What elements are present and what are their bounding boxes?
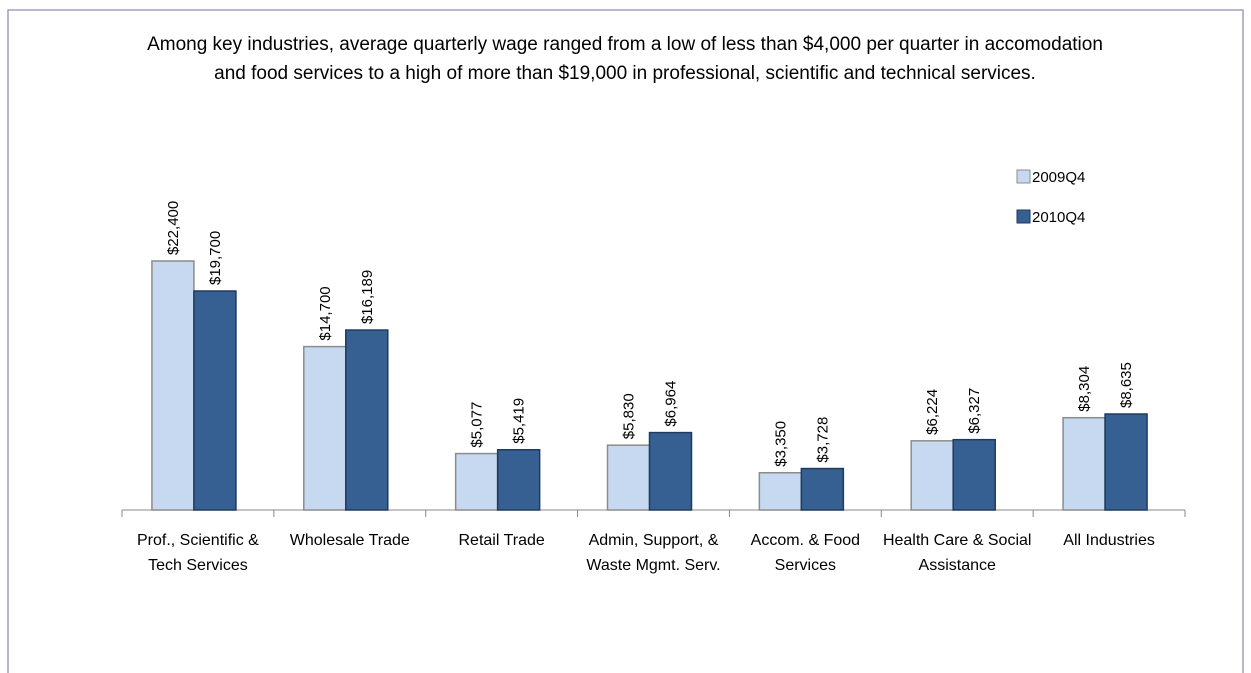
data-label: $16,189 bbox=[359, 270, 376, 324]
data-label: $8,304 bbox=[1076, 366, 1093, 412]
bar bbox=[303, 345, 347, 511]
chart-title: Among key industries, average quarterly … bbox=[147, 34, 1103, 84]
data-label: $5,419 bbox=[511, 398, 528, 444]
bar bbox=[758, 472, 803, 511]
x-tick-label: All Industries bbox=[1063, 532, 1155, 549]
data-label: $6,224 bbox=[924, 389, 941, 435]
data-label: $14,700 bbox=[317, 286, 334, 340]
legend-label: 2009Q4 bbox=[1032, 169, 1085, 186]
bar bbox=[910, 440, 954, 511]
bar bbox=[800, 467, 845, 511]
bar bbox=[496, 449, 541, 511]
bar bbox=[151, 260, 195, 511]
bar bbox=[648, 431, 693, 511]
data-label: $6,327 bbox=[966, 388, 983, 434]
x-tick-label: Health Care & Social Assistance bbox=[882, 532, 1032, 574]
legend-label: 2010Q4 bbox=[1032, 209, 1085, 226]
bar bbox=[952, 438, 996, 511]
frame bbox=[7, 9, 1244, 673]
bar bbox=[454, 452, 499, 511]
x-tick-label: Prof., Scientific & Tech Services bbox=[137, 532, 259, 574]
x-tick-label: Accom. & Food Services bbox=[750, 532, 861, 574]
data-label: $5,077 bbox=[469, 402, 486, 448]
data-label: $3,728 bbox=[814, 417, 831, 463]
data-label: $19,700 bbox=[207, 231, 224, 285]
data-label: $8,635 bbox=[1118, 362, 1135, 408]
x-tick-label: Wholesale Trade bbox=[289, 532, 410, 549]
data-label: $5,830 bbox=[621, 393, 638, 439]
bar bbox=[193, 290, 237, 511]
bar bbox=[606, 444, 651, 511]
data-label: $22,400 bbox=[165, 201, 182, 255]
bar bbox=[1104, 413, 1148, 511]
bar bbox=[345, 329, 389, 511]
x-tick-label: Admin, Support, & Waste Mgmt. Serv. bbox=[586, 532, 721, 574]
legend-swatch bbox=[1016, 209, 1031, 224]
legend-swatch bbox=[1016, 169, 1031, 184]
x-tick-label: Retail Trade bbox=[458, 532, 545, 549]
bar bbox=[1062, 416, 1106, 511]
data-label: $6,964 bbox=[663, 381, 680, 427]
data-label: $3,350 bbox=[772, 421, 789, 467]
